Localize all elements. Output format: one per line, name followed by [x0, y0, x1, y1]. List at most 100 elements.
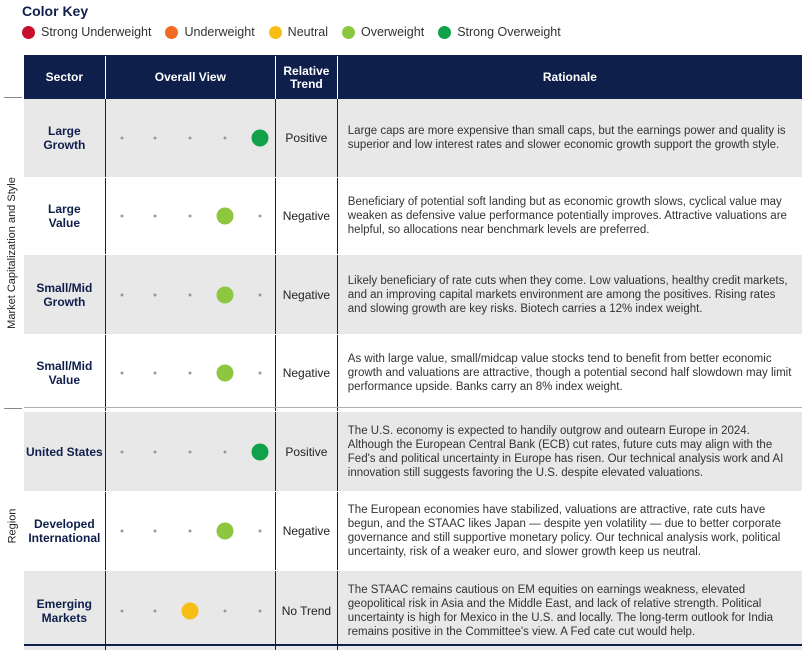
sector-name: Small/Mid Growth	[24, 255, 106, 334]
rationale-text: The European economies have stabilized, …	[347, 504, 781, 558]
scale-point-icon	[223, 450, 227, 453]
group-rule-region	[24, 407, 802, 408]
key-label: Underweight	[184, 25, 255, 39]
scale-slot	[223, 609, 227, 612]
scale-slot	[258, 214, 262, 218]
sector-name: United States	[24, 412, 106, 491]
overall-view-scale	[106, 335, 277, 411]
overall-view-scale	[106, 99, 277, 177]
scale-point-icon	[258, 529, 262, 533]
view-rating-dot-icon	[216, 207, 234, 225]
scale-slot	[258, 293, 262, 296]
scale-point-icon	[153, 136, 157, 140]
scale-slot	[188, 529, 192, 533]
group-label-market-cap-text: Market Capitalization and Style	[6, 176, 19, 329]
rationale-text: Large caps are more expensive than small…	[347, 125, 786, 151]
scale-slot	[188, 450, 192, 453]
view-rating-dot-icon	[251, 129, 269, 147]
scale-slot	[120, 136, 124, 140]
scale-slot	[120, 529, 124, 533]
scale-slot	[188, 371, 192, 375]
scale-point-icon	[258, 371, 262, 375]
table-bottom-rule	[24, 644, 802, 646]
scale-point-icon	[188, 293, 192, 296]
scale-slot	[223, 136, 227, 140]
scale-slot	[216, 522, 234, 540]
scale-slot	[251, 443, 269, 460]
underweight-dot-icon	[165, 25, 179, 39]
key-label: Strong Underweight	[41, 25, 152, 39]
key-item-overweight: Overweight	[341, 25, 425, 39]
overall-view-scale	[106, 492, 277, 570]
scale-slot	[188, 214, 192, 218]
scale-point-icon	[188, 371, 192, 375]
scale-point-icon	[120, 214, 124, 218]
overall-view-scale	[106, 412, 277, 491]
scale-point-icon	[153, 450, 157, 453]
header-overall-view: Overall View	[106, 56, 277, 99]
relative-trend: Negative	[276, 255, 338, 334]
scale-slot	[153, 293, 157, 296]
table-row: Small/Mid Growth Negative Likely benefici…	[24, 255, 802, 335]
scale-point-icon	[120, 293, 124, 296]
key-label: Overweight	[360, 25, 425, 39]
scale-slot	[153, 529, 157, 533]
strong-underweight-dot-icon	[22, 25, 35, 39]
table-row: Large Growth Positive Large caps are more…	[24, 99, 802, 178]
key-label: Strong Overweight	[457, 25, 561, 39]
view-rating-dot-icon	[216, 522, 234, 540]
overweight-dot-icon	[341, 25, 355, 39]
sector-name: Emerging Markets	[24, 571, 106, 650]
sector-name: Small/Mid Value	[24, 335, 106, 411]
group-label-market-cap: Market Capitalization and Style	[0, 97, 24, 408]
scale-slot	[153, 450, 157, 453]
table-row: Developed International Negative The Euro…	[24, 492, 802, 571]
scale-slot	[258, 529, 262, 533]
scale-point-icon	[120, 529, 124, 533]
table-row: Large Value Negative Beneficiary of poten…	[24, 178, 802, 255]
overall-view-scale	[106, 255, 277, 334]
scale-slot	[153, 371, 157, 375]
scale-point-icon	[188, 214, 192, 218]
color-key: Color Key Strong Underweight Underweight…	[22, 3, 575, 39]
scale-point-icon	[153, 293, 157, 296]
rationale-text: Beneficiary of potential soft landing bu…	[347, 196, 787, 236]
rationale-text: Likely beneficiary of rate cuts when the…	[347, 274, 788, 315]
overall-view-scale	[106, 178, 277, 254]
scale-point-icon	[188, 450, 192, 453]
scale-slot	[120, 214, 124, 218]
scale-point-icon	[258, 609, 262, 612]
scale-point-icon	[120, 609, 124, 612]
sector-name: Developed International	[24, 492, 106, 570]
scale-slot	[258, 371, 262, 375]
scale-point-icon	[153, 214, 157, 218]
scale-slot	[181, 602, 199, 619]
scale-point-icon	[120, 136, 124, 140]
relative-trend: No Trend	[276, 571, 338, 650]
relative-trend: Negative	[276, 335, 338, 411]
header-trend: Trend	[290, 76, 323, 91]
scale-slot	[153, 609, 157, 612]
scale-slot	[258, 609, 262, 612]
key-item-strong-overweight: Strong Overweight	[438, 25, 561, 39]
group-divider-middle	[4, 408, 22, 409]
header-rationale: Rationale	[542, 70, 597, 84]
sector-name: Large Growth	[24, 99, 106, 177]
scale-slot	[120, 450, 124, 453]
scale-slot	[120, 609, 124, 612]
scale-slot	[216, 207, 234, 225]
scale-slot	[216, 364, 234, 382]
scale-slot	[188, 136, 192, 140]
header-relative: Relative	[283, 63, 330, 78]
scale-slot	[153, 136, 157, 140]
table-header: Sector Overall View Relative Trend Ration…	[24, 55, 802, 99]
relative-trend: Positive	[276, 99, 338, 177]
relative-trend: Positive	[276, 412, 338, 491]
scale-slot	[153, 214, 157, 218]
table-row: United States Positive The U.S. economy …	[24, 412, 802, 492]
scale-point-icon	[120, 371, 124, 375]
overall-view-scale	[106, 571, 277, 650]
scale-point-icon	[258, 214, 262, 218]
scale-slot	[120, 293, 124, 296]
relative-trend: Negative	[276, 492, 338, 570]
